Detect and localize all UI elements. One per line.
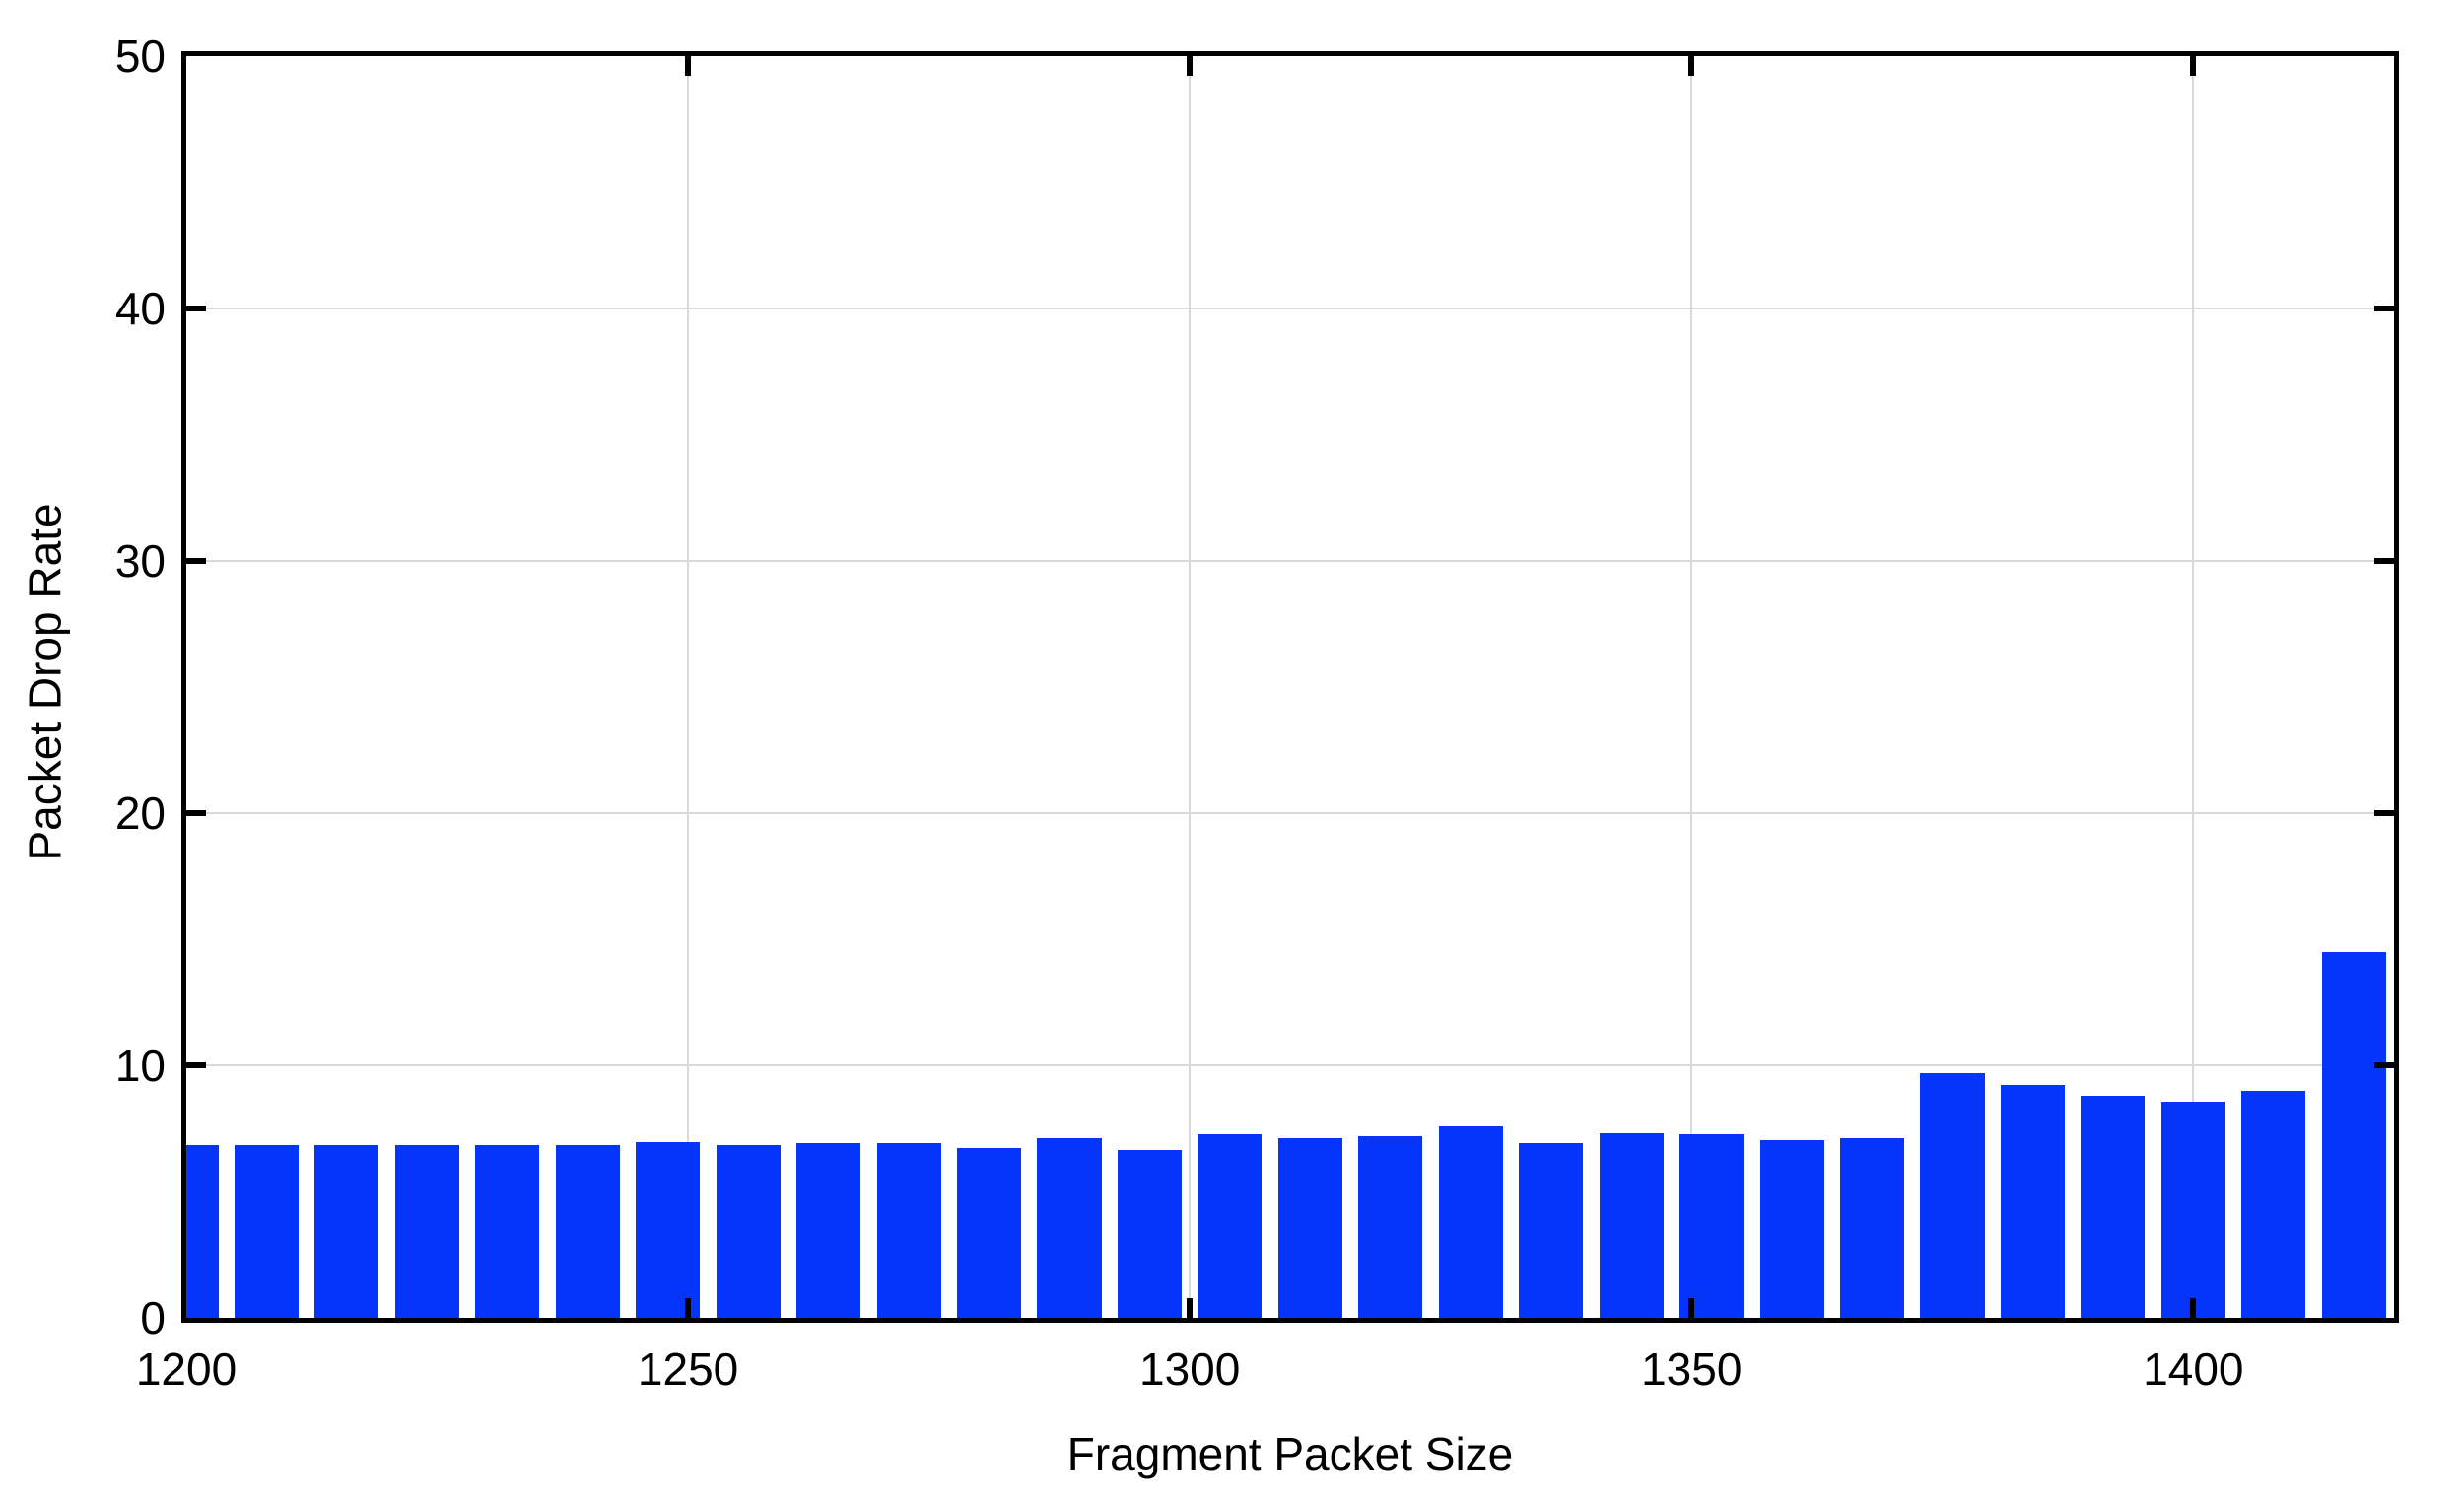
y-tick-label: 0 xyxy=(140,1292,166,1343)
y-tick-label: 10 xyxy=(114,1040,166,1091)
y-tick-mark xyxy=(2374,558,2394,564)
x-tick-label: 1200 xyxy=(135,1343,238,1395)
y-axis-title: Packet Drop Rate xyxy=(20,503,71,861)
bar xyxy=(1358,1135,1423,1318)
bar xyxy=(555,1144,620,1318)
bar xyxy=(1920,1072,1985,1318)
x-tick-mark xyxy=(2190,56,2197,76)
y-tick-mark xyxy=(2374,1062,2394,1068)
bar xyxy=(2241,1090,2306,1318)
bar xyxy=(1759,1139,1824,1318)
h-gridline xyxy=(186,308,2394,309)
bar xyxy=(314,1144,379,1318)
bar xyxy=(2000,1085,2066,1318)
bar xyxy=(234,1144,300,1318)
bar xyxy=(956,1148,1022,1318)
bar xyxy=(475,1144,540,1318)
y-axis-title-wrap: Packet Drop Rate xyxy=(0,51,91,1313)
bar xyxy=(1679,1134,1745,1318)
bar xyxy=(636,1142,701,1318)
x-axis-title: Fragment Packet Size xyxy=(1066,1428,1514,1479)
bar xyxy=(2321,951,2386,1318)
h-gridline xyxy=(186,1064,2394,1066)
y-tick-mark xyxy=(186,558,206,564)
v-gridline xyxy=(1189,56,1192,1318)
y-tick-mark xyxy=(186,306,206,311)
bar xyxy=(876,1143,941,1318)
bar xyxy=(796,1143,861,1318)
v-gridline xyxy=(687,56,690,1318)
x-tick-mark xyxy=(2190,1298,2197,1318)
x-tick-mark xyxy=(1187,1298,1194,1318)
bar xyxy=(1198,1134,1263,1318)
x-tick-label: 1300 xyxy=(1139,1343,1241,1395)
bar xyxy=(1599,1133,1664,1318)
bar xyxy=(1839,1138,1905,1318)
x-tick-mark xyxy=(685,1298,692,1318)
bar xyxy=(1438,1126,1503,1318)
x-tick-mark xyxy=(1688,56,1695,76)
v-gridline xyxy=(1690,56,1693,1318)
bar xyxy=(1117,1149,1183,1318)
y-tick-label: 40 xyxy=(114,283,166,334)
y-tick-label: 50 xyxy=(114,31,166,82)
y-tick-mark xyxy=(186,810,206,816)
y-tick-mark xyxy=(2374,810,2394,816)
bar xyxy=(394,1144,459,1318)
plot-area xyxy=(181,51,2399,1323)
x-tick-label: 1250 xyxy=(637,1343,739,1395)
y-tick-label: 20 xyxy=(114,787,166,839)
x-tick-label: 1350 xyxy=(1641,1343,1743,1395)
x-tick-label: 1400 xyxy=(2143,1343,2244,1395)
bar xyxy=(716,1144,781,1318)
plot-inner xyxy=(186,56,2394,1318)
v-gridline xyxy=(2192,56,2195,1318)
h-gridline xyxy=(186,812,2394,814)
bar xyxy=(2081,1095,2146,1318)
y-tick-label: 30 xyxy=(114,535,166,586)
x-tick-mark xyxy=(1688,1298,1695,1318)
bar xyxy=(186,1144,219,1318)
x-tick-mark xyxy=(685,56,692,76)
y-tick-mark xyxy=(186,1062,206,1068)
y-tick-mark xyxy=(2374,306,2394,311)
h-gridline xyxy=(186,560,2394,562)
bar xyxy=(2160,1102,2225,1318)
bar xyxy=(1037,1138,1102,1318)
bar xyxy=(1519,1143,1584,1318)
bar xyxy=(1277,1138,1342,1318)
x-tick-mark xyxy=(1187,56,1194,76)
